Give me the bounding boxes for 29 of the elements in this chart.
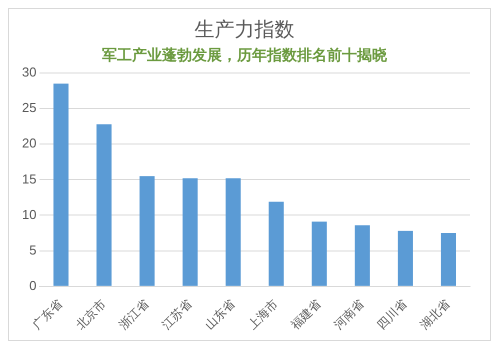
bar	[53, 84, 69, 286]
bar	[182, 178, 198, 286]
bar	[96, 124, 112, 286]
bar	[398, 230, 413, 286]
y-tick-label: 15	[22, 171, 36, 186]
y-tick-label: 0	[29, 278, 36, 293]
x-tick-label: 四川省	[374, 296, 410, 332]
x-tick-label: 河南省	[331, 296, 367, 332]
bar	[226, 178, 241, 286]
y-tick-label: 25	[22, 100, 36, 116]
y-tick-label: 20	[22, 136, 36, 151]
bar	[312, 222, 327, 286]
y-tick-label: 10	[22, 206, 36, 222]
bar	[268, 202, 284, 286]
x-tick-label: 湖北省	[417, 296, 453, 332]
x-tick-label: 山东省	[202, 296, 238, 332]
x-tick-label: 福建省	[288, 296, 324, 332]
x-tick-label: 广东省	[30, 296, 66, 332]
bar	[140, 176, 155, 286]
y-tick-label: 30	[22, 64, 36, 80]
bar	[440, 233, 456, 286]
y-tick-label: 5	[29, 242, 36, 258]
x-tick-label: 上海市	[245, 296, 281, 332]
x-tick-label: 北京市	[73, 296, 108, 332]
x-tick-label: 江苏省	[159, 296, 194, 332]
bar	[354, 225, 370, 286]
x-tick-label: 浙江省	[116, 296, 152, 332]
chart-subtitle: 军工产业蓬勃发展，历年指数排名前十揭晓	[102, 46, 388, 64]
chart-title: 生产力指数	[194, 17, 294, 42]
